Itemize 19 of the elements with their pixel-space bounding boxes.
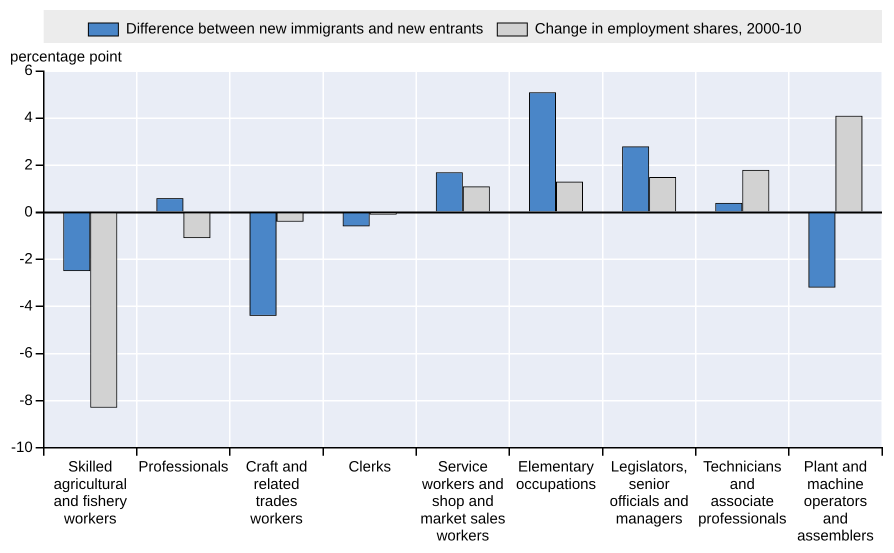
- x-tick-label: Elementary occupations: [516, 458, 596, 493]
- y-tick-label: -6: [19, 344, 33, 362]
- x-tick-label: Technicians and associate professionals: [698, 458, 786, 528]
- y-tick-label: -2: [19, 250, 33, 268]
- x-tick-label: Plant and machine operators and assemblers: [797, 458, 874, 545]
- x-tick-label: Legislators, senior officials and managers: [610, 458, 689, 528]
- y-tick-label: 2: [24, 156, 33, 174]
- y-tick-label: 4: [24, 109, 33, 126]
- y-tick-label: -8: [19, 392, 33, 409]
- x-tick-label: Service workers and shop and market sales workers: [420, 458, 506, 545]
- legend-label: Difference between new immigrants and new entrants: [126, 20, 484, 38]
- y-tick-label: -10: [10, 438, 33, 456]
- x-tick-label: Clerks: [348, 458, 391, 476]
- x-tick-label: Craft and related trades workers: [246, 458, 308, 528]
- y-tick-label: 0: [24, 203, 33, 220]
- x-tick-label: Skilled agricultural and fishery workers: [54, 458, 128, 528]
- x-tick-label: Professionals: [138, 458, 228, 476]
- legend-label: Change in employment shares, 2000-10: [534, 20, 802, 38]
- y-tick-label: -4: [19, 298, 33, 315]
